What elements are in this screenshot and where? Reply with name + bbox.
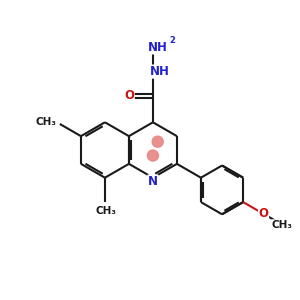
Text: O: O [124, 89, 134, 103]
Text: NH: NH [149, 65, 169, 78]
Text: 2: 2 [169, 37, 175, 46]
Text: N: N [148, 175, 158, 188]
Text: CH₃: CH₃ [272, 220, 293, 230]
Circle shape [147, 150, 158, 161]
Text: NH: NH [148, 41, 168, 54]
Text: CH₃: CH₃ [95, 206, 116, 216]
Text: CH₃: CH₃ [35, 118, 56, 128]
Text: O: O [259, 207, 269, 220]
Circle shape [152, 136, 163, 147]
